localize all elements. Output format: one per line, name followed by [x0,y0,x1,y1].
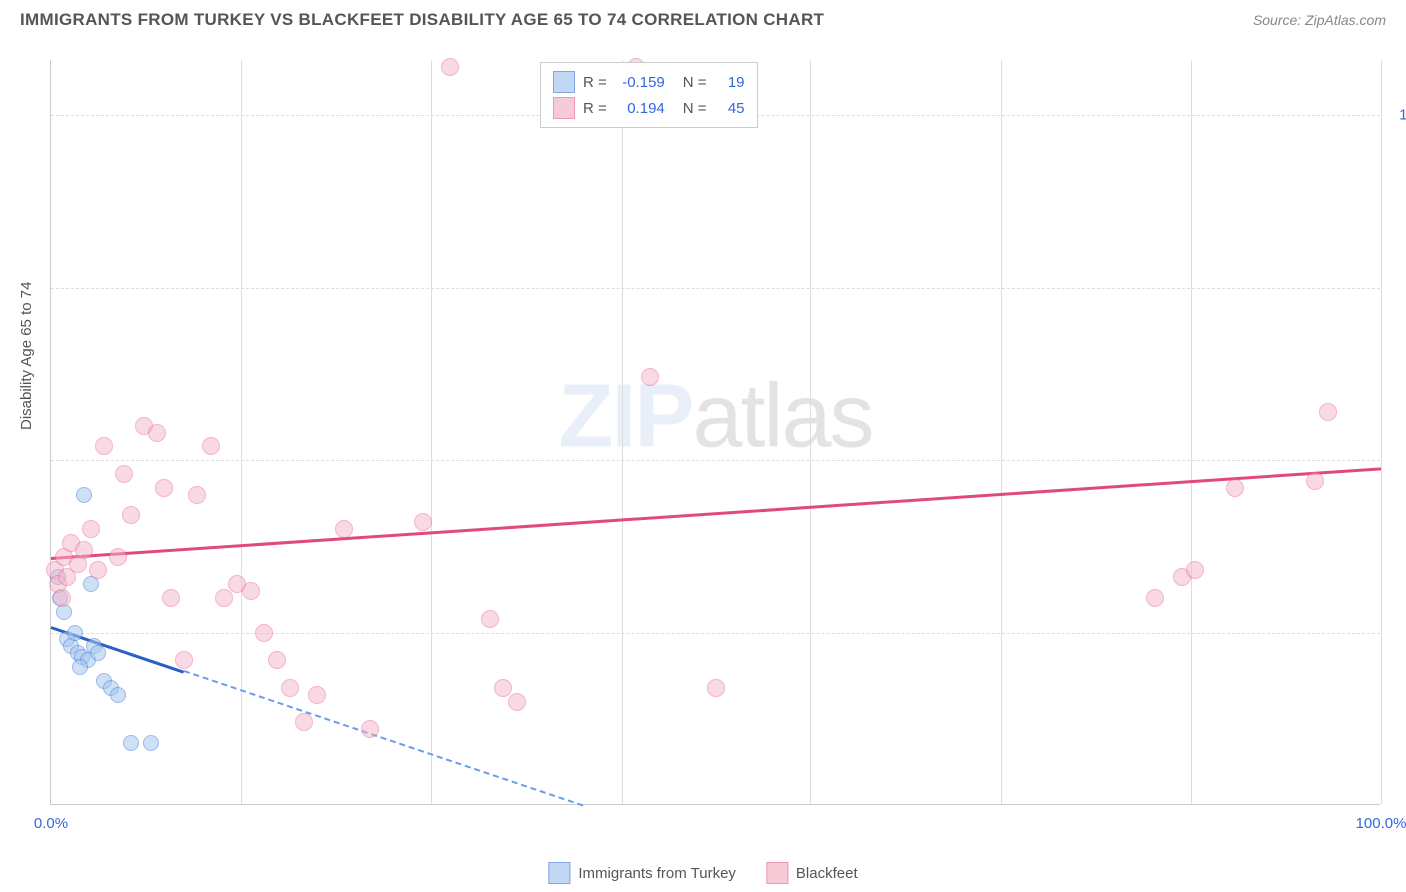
data-point [90,645,106,661]
data-point [82,520,100,538]
data-point [1146,589,1164,607]
gridline-v [1381,60,1382,804]
data-point [707,679,725,697]
trendline-extrapolated [184,671,584,807]
trendline [51,467,1381,559]
data-point [188,486,206,504]
watermark: ZIPatlas [558,366,872,469]
y-tick-label: 25.0% [1390,624,1406,641]
data-point [215,589,233,607]
data-point [75,541,93,559]
data-point [335,520,353,538]
data-point [414,513,432,531]
legend-swatch [553,97,575,119]
data-point [1226,479,1244,497]
x-tick-label: 0.0% [34,815,68,832]
legend-swatch [766,862,788,884]
watermark-atlas: atlas [692,367,872,467]
data-point [115,465,133,483]
data-point [148,424,166,442]
data-point [58,568,76,586]
data-point [641,368,659,386]
data-point [242,582,260,600]
data-point [89,561,107,579]
data-point [122,506,140,524]
gridline-v [431,60,432,804]
data-point [123,735,139,751]
legend-swatch [548,862,570,884]
data-point [76,487,92,503]
gridline-v [241,60,242,804]
legend-label: Immigrants from Turkey [578,865,736,882]
data-point [109,548,127,566]
legend-row: R = 0.194 N = 45 [553,95,745,121]
legend-r-value: -0.159 [615,74,665,91]
y-tick-label: 50.0% [1390,452,1406,469]
data-point [361,720,379,738]
data-point [1186,561,1204,579]
data-point [481,610,499,628]
data-point [202,437,220,455]
scatter-chart: ZIPatlas 25.0%50.0%75.0%100.0%0.0%100.0% [50,60,1380,805]
legend-n-value: 45 [715,100,745,117]
gridline-v [622,60,623,804]
data-point [143,735,159,751]
data-point [110,687,126,703]
data-point [308,686,326,704]
gridline-v [810,60,811,804]
correlation-legend: R = -0.159 N = 19 R = 0.194 N = 45 [540,62,758,128]
legend-n-label: N = [683,100,707,117]
gridline-h [51,633,1380,634]
gridline-h [51,288,1380,289]
x-tick-label: 100.0% [1356,815,1406,832]
data-point [72,659,88,675]
data-point [1306,472,1324,490]
legend-n-value: 19 [715,74,745,91]
legend-r-value: 0.194 [615,100,665,117]
chart-title: IMMIGRANTS FROM TURKEY VS BLACKFEET DISA… [20,10,824,30]
legend-label: Blackfeet [796,865,858,882]
legend-n-label: N = [683,74,707,91]
data-point [295,713,313,731]
chart-header: IMMIGRANTS FROM TURKEY VS BLACKFEET DISA… [0,0,1406,35]
chart-source: Source: ZipAtlas.com [1253,12,1386,28]
data-point [508,693,526,711]
data-point [255,624,273,642]
data-point [95,437,113,455]
legend-row: R = -0.159 N = 19 [553,69,745,95]
legend-item: Blackfeet [766,862,858,884]
data-point [67,625,83,641]
data-point [1319,403,1337,421]
y-tick-label: 100.0% [1390,107,1406,124]
y-axis-label: Disability Age 65 to 74 [18,282,35,430]
gridline-v [1001,60,1002,804]
data-point [441,58,459,76]
data-point [175,651,193,669]
legend-r-label: R = [583,74,607,91]
data-point [53,589,71,607]
data-point [268,651,286,669]
legend-swatch [553,71,575,93]
legend-r-label: R = [583,100,607,117]
data-point [162,589,180,607]
y-tick-label: 75.0% [1390,279,1406,296]
data-point [155,479,173,497]
series-legend: Immigrants from Turkey Blackfeet [548,862,857,884]
watermark-zip: ZIP [558,367,692,467]
gridline-h [51,460,1380,461]
data-point [281,679,299,697]
gridline-v [1191,60,1192,804]
legend-item: Immigrants from Turkey [548,862,736,884]
